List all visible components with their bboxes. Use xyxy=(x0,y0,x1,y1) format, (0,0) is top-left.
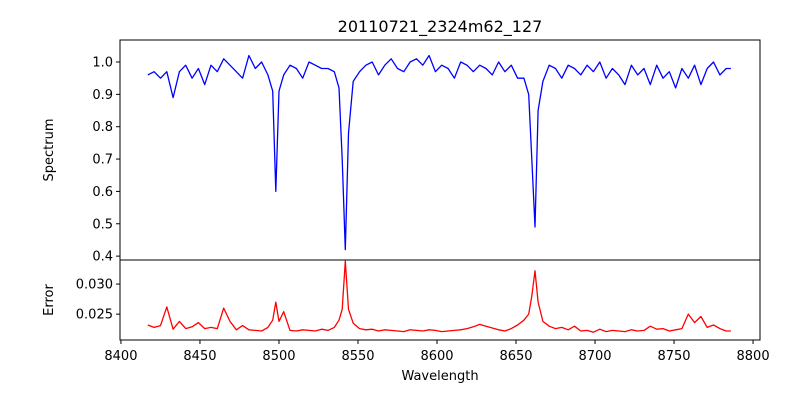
spectrum-panel: 0.4 0.5 0.6 0.7 0.8 0.9 1.0 xyxy=(92,39,761,265)
y-tick-label: 0.7 xyxy=(92,153,113,168)
x-axis-label: Wavelength xyxy=(401,369,478,384)
y-tick-label: 0.9 xyxy=(92,88,113,103)
x-tick-label: 8500 xyxy=(262,349,295,364)
y-tick-label: 1.0 xyxy=(92,56,113,71)
x-tick-label: 8600 xyxy=(420,349,453,364)
error-panel: 0.025 0.030 8400 8450 8500 8550 8600 8650 8700 87… xyxy=(76,259,770,364)
y-axis-label-spectrum: Spectrum xyxy=(42,119,57,182)
x-tick-label: 8750 xyxy=(657,349,690,364)
error-line xyxy=(147,260,731,333)
x-tick-label: 8800 xyxy=(737,349,770,364)
y-tick-label: 0.025 xyxy=(76,308,113,323)
y-tick-label: 0.5 xyxy=(92,217,113,232)
y-axis-label-error: Error xyxy=(42,284,57,316)
y-tick-label: 0.030 xyxy=(76,278,113,293)
chart-title: 20110721_2324m62_127 xyxy=(338,17,543,37)
x-tick-label: 8450 xyxy=(183,349,216,364)
x-tick-label: 8550 xyxy=(341,349,374,364)
y-tick-label: 0.4 xyxy=(92,250,113,265)
x-tick-label: 8650 xyxy=(499,349,532,364)
axes-frame xyxy=(119,39,761,261)
x-tick-label: 8700 xyxy=(578,349,611,364)
y-tick-label: 0.8 xyxy=(92,120,113,135)
axes-frame xyxy=(119,259,761,341)
x-tick-label: 8400 xyxy=(104,349,137,364)
y-tick-label: 0.6 xyxy=(92,185,113,200)
spectrum-line xyxy=(147,54,731,251)
